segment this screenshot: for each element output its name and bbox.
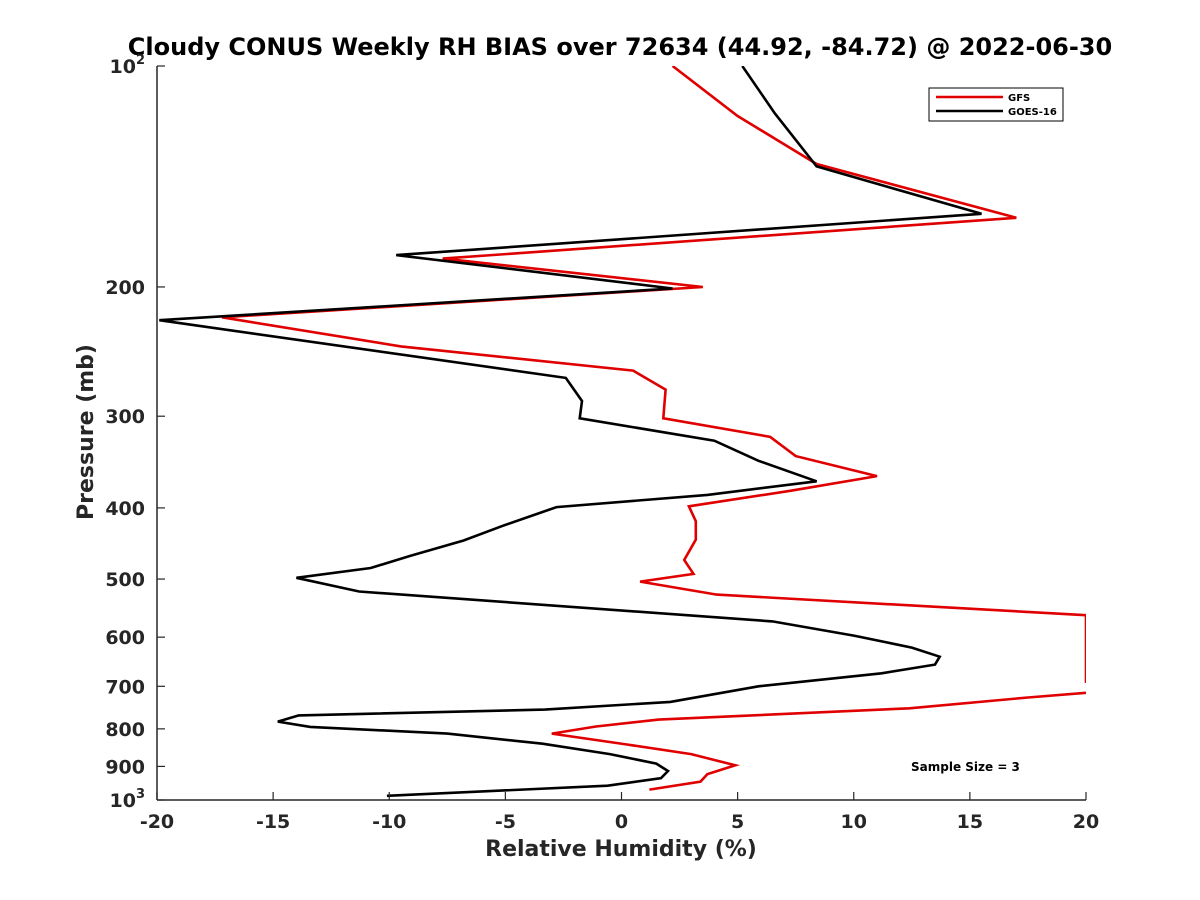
x-tick-label: 0	[615, 811, 628, 833]
legend-label-gfs: GFS	[1008, 93, 1030, 104]
x-tick-label: -5	[495, 811, 516, 833]
sample-size-annotation: Sample Size = 3	[911, 760, 1020, 774]
plot-area	[159, 66, 1086, 798]
y-tick-label: 102	[110, 53, 146, 78]
y-tick-label: 300	[105, 406, 145, 428]
x-tick-label: 15	[957, 811, 983, 833]
y-tick-label: 200	[105, 277, 145, 299]
x-tick-label: -10	[372, 811, 406, 833]
series-line-gfs	[221, 66, 1086, 791]
x-tick-label: -20	[140, 811, 174, 833]
axes: -20 -15 -10 -5 0 5 10 15 20 102 200 300 400 500 600 700…	[105, 53, 1099, 833]
legend-box	[928, 87, 1064, 122]
legend-label-goes16: GOES-16	[1008, 107, 1057, 118]
x-tick-label: 10	[841, 811, 867, 833]
chart-title: Cloudy CONUS Weekly RH BIAS over 72634 (…	[128, 33, 1112, 61]
x-tick-label: -15	[256, 811, 290, 833]
y-axis-label: Pressure (mb)	[74, 344, 99, 520]
x-tick-label: 20	[1073, 811, 1099, 833]
y-tick-label: 500	[105, 569, 145, 591]
y-tick-label: 103	[110, 787, 146, 812]
y-tick-label: 600	[105, 627, 145, 649]
legend: GFS GOES-16	[928, 87, 1064, 122]
y-tick-label: 900	[105, 756, 145, 778]
x-tick-label: 5	[731, 811, 744, 833]
series-line-goes16	[159, 66, 982, 798]
y-tick-label: 800	[105, 719, 145, 741]
y-tick-label: 400	[105, 498, 145, 520]
x-axis-label: Relative Humidity (%)	[485, 837, 757, 862]
y-tick-label: 700	[105, 676, 145, 698]
